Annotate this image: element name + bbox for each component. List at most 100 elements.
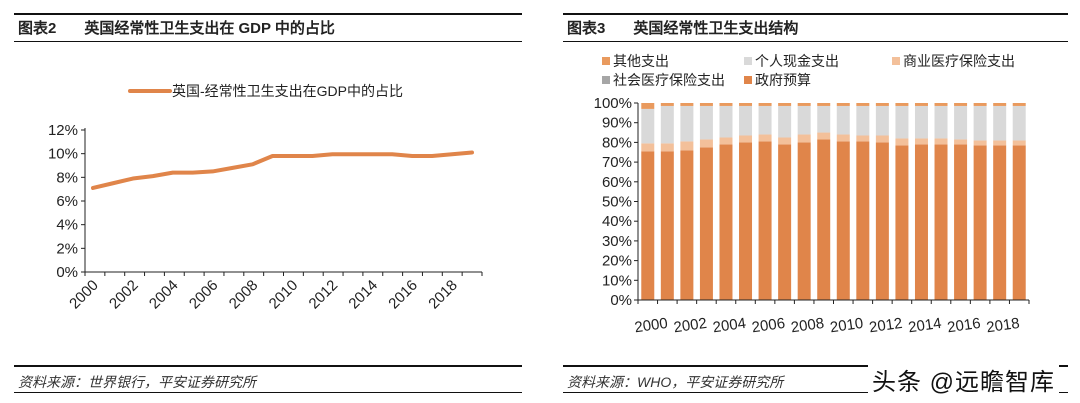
- bar-segment: [739, 103, 753, 106]
- bar-segment: [875, 103, 889, 106]
- bar-segment: [954, 105, 968, 140]
- y-tick-label: 10%: [602, 272, 632, 289]
- legend-label: 其他支出: [613, 53, 669, 69]
- bar-segment: [856, 103, 870, 106]
- bar-segment: [758, 134, 772, 142]
- bar-segment: [817, 103, 831, 106]
- bar-segment: [797, 105, 811, 135]
- bar-segment: [699, 103, 713, 106]
- y-tick-label: 6%: [56, 193, 78, 210]
- bar-segment: [641, 103, 655, 109]
- y-tick-label: 90%: [602, 115, 632, 132]
- figure-title-text: 英国经常性卫生支出结构: [633, 20, 799, 37]
- bar-segment: [875, 135, 889, 143]
- bar-segment: [641, 108, 655, 144]
- legend-label: 商业医疗保险支出: [903, 53, 1015, 69]
- bar-segment: [914, 144, 928, 300]
- x-tick-label: 2008: [226, 277, 262, 313]
- legend-label: 政府预算: [755, 72, 811, 88]
- bar-segment: [739, 105, 753, 136]
- bar-segment: [739, 142, 753, 300]
- source-bottom-rule: [563, 392, 1068, 393]
- series-line: [91, 150, 474, 190]
- bar-segment: [993, 145, 1007, 300]
- bar-segment: [719, 103, 733, 106]
- bar-segment: [1012, 103, 1026, 106]
- y-tick-label: 2%: [56, 240, 78, 257]
- y-tick-label: 8%: [56, 169, 78, 186]
- bar-segment: [836, 103, 850, 106]
- bar-segment: [778, 144, 792, 300]
- bar-segment: [797, 142, 811, 300]
- bar-segment: [1012, 140, 1026, 146]
- title-top-rule: [563, 13, 1068, 15]
- x-tick-label: 2018: [985, 315, 1020, 336]
- y-tick-label: 12%: [48, 122, 78, 139]
- bar-segment: [895, 145, 909, 300]
- bar-segment: [641, 143, 655, 152]
- bar-segment: [758, 103, 772, 106]
- legend-swatch: [602, 76, 610, 84]
- y-tick-label: 10%: [48, 146, 78, 163]
- x-tick-label: 2016: [385, 277, 421, 313]
- bar-segment: [680, 141, 694, 151]
- legend-label: 个人现金支出: [755, 53, 839, 69]
- bar-segment: [719, 144, 733, 300]
- legend-label: 英国-经常性卫生支出在GDP中的占比: [172, 83, 403, 99]
- figure-label: 图表2: [18, 20, 57, 37]
- title-top-rule: [14, 13, 522, 15]
- source-note: 资料来源：世界银行，平安证券研究所: [18, 374, 256, 390]
- x-tick-label: 2004: [146, 277, 182, 313]
- bar-segment: [954, 103, 968, 106]
- title-bottom-rule: [14, 41, 522, 42]
- source-top-rule: [14, 365, 522, 367]
- bar-segment: [660, 103, 674, 106]
- bar-segment: [1012, 145, 1026, 300]
- legend-swatch: [602, 57, 610, 65]
- x-tick-label: 2018: [425, 277, 461, 313]
- x-tick-label: 2006: [751, 315, 786, 336]
- x-tick-label: 2006: [186, 277, 222, 313]
- x-tick-label: 2008: [790, 315, 825, 336]
- bar-segment: [778, 103, 792, 106]
- bar-segment: [914, 105, 928, 139]
- bar-segment: [817, 132, 831, 140]
- bar-segment: [993, 103, 1007, 106]
- x-tick-label: 2000: [66, 277, 102, 313]
- bar-segment: [934, 105, 948, 139]
- x-tick-label: 2012: [868, 315, 903, 336]
- bar-segment: [993, 105, 1007, 141]
- x-tick-label: 2014: [345, 277, 381, 313]
- y-tick-label: 0%: [56, 264, 78, 281]
- bar-segment: [660, 143, 674, 152]
- bar-segment: [934, 138, 948, 145]
- y-tick-label: 100%: [594, 95, 632, 112]
- bar-segment: [973, 105, 987, 141]
- bar-segment: [739, 135, 753, 143]
- figure-label: 图表3: [567, 20, 606, 37]
- y-tick-label: 0%: [610, 292, 632, 309]
- x-tick-label: 2014: [907, 315, 942, 336]
- bar-segment: [836, 134, 850, 142]
- y-tick-label: 80%: [602, 134, 632, 151]
- legend-label: 社会医疗保险支出: [613, 72, 725, 88]
- bar-segment: [719, 137, 733, 145]
- bar-segment: [699, 105, 713, 140]
- x-tick-label: 2002: [106, 277, 142, 313]
- bar-segment: [914, 103, 928, 106]
- bar-segment: [973, 103, 987, 106]
- y-tick-label: 20%: [602, 253, 632, 270]
- x-tick-label: 2004: [712, 315, 747, 336]
- bar-segment: [895, 103, 909, 106]
- bar-segment: [954, 139, 968, 145]
- bar-segment: [836, 141, 850, 300]
- y-tick-label: 4%: [56, 217, 78, 234]
- left-panel: 图表2 英国经常性卫生支出在 GDP 中的占比 资料来源：世界银行，平安证券研究所: [14, 0, 522, 403]
- bar-segment: [797, 134, 811, 143]
- bar-segment: [778, 105, 792, 138]
- bar-segment: [1012, 105, 1026, 141]
- bar-segment: [817, 139, 831, 300]
- figure-title: 图表2 英国经常性卫生支出在 GDP 中的占比: [18, 17, 335, 38]
- legend-swatch: [744, 76, 752, 84]
